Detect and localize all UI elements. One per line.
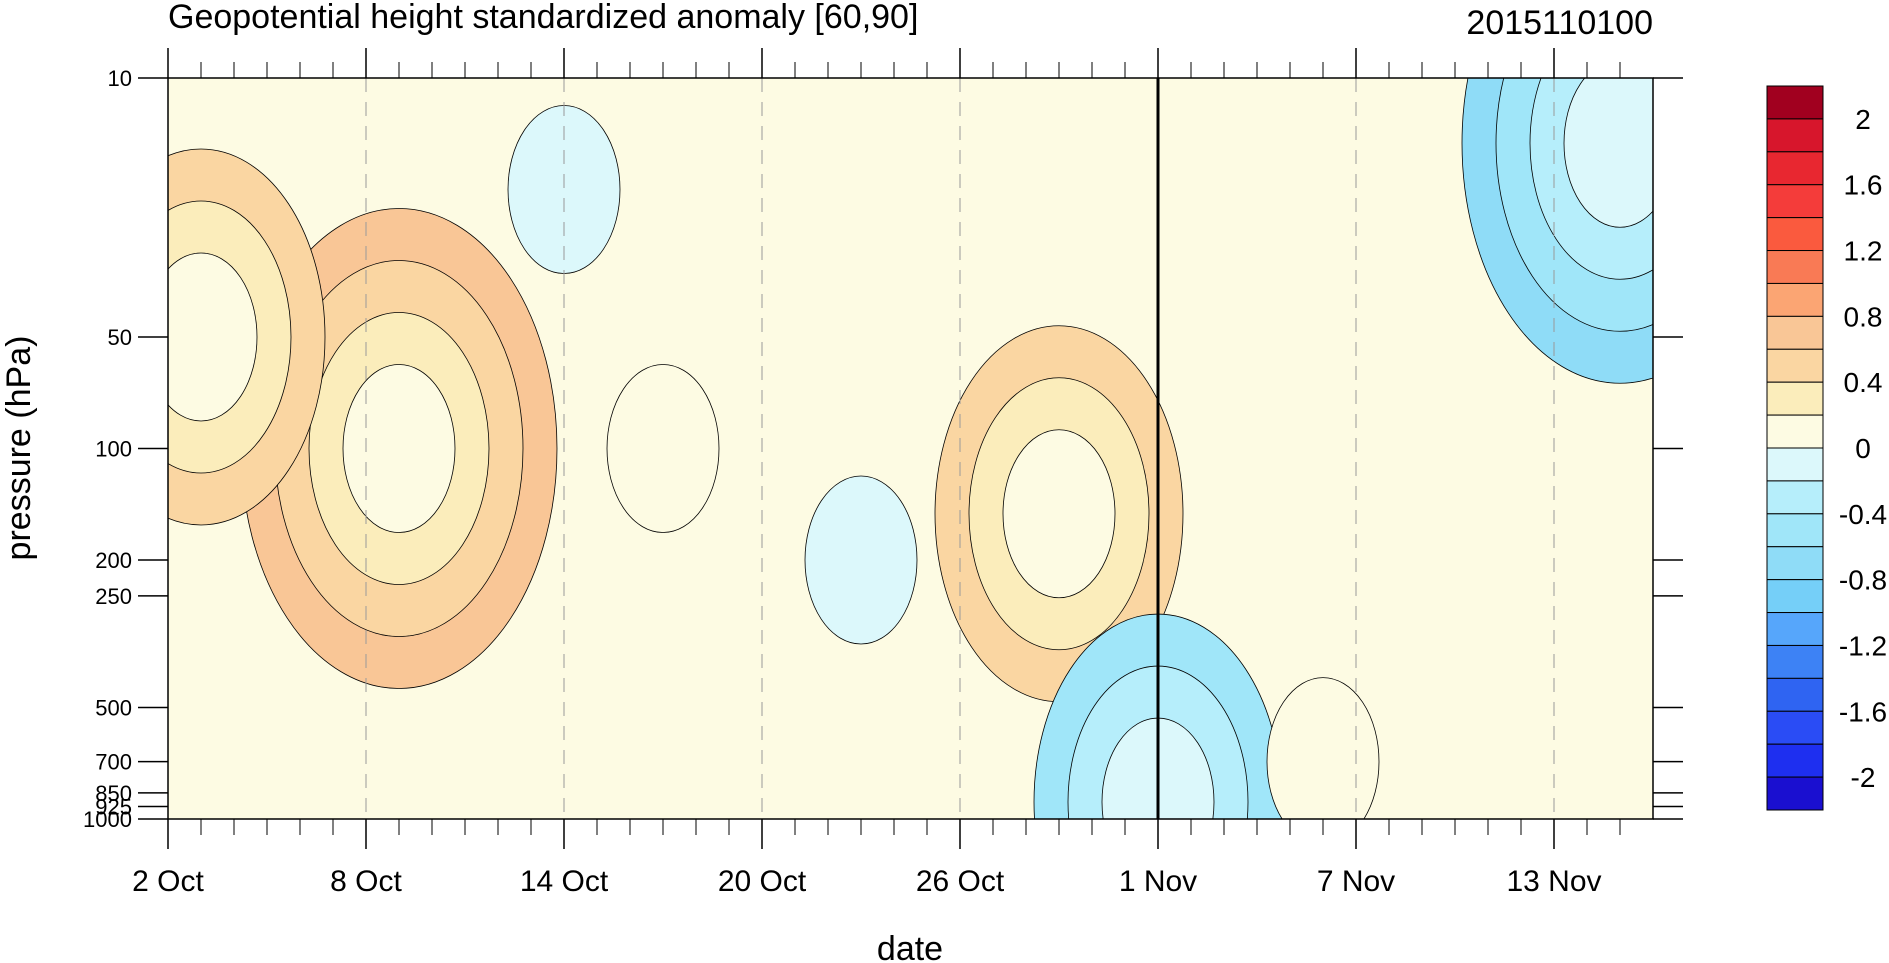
contour-region (342, 364, 456, 533)
contour-region (1266, 677, 1380, 819)
colorbar-swatch (1766, 743, 1824, 778)
colorbar-swatch (1766, 546, 1824, 581)
colorbar-swatch (1766, 480, 1824, 515)
y-tick-label: 700 (95, 750, 132, 775)
colorbar-label: 0.4 (1844, 367, 1883, 398)
colorbar-swatch (1766, 348, 1824, 383)
x-tick-label: 7 Nov (1317, 865, 1395, 898)
colorbar: 2 1.6 1.2 0.8 0.4 0 -0.4 -0.8 -1.2 -1.6 -2 (1766, 85, 1887, 811)
colorbar-label: 1.2 (1844, 236, 1883, 267)
y-tick-label: 1000 (83, 807, 132, 832)
colorbar-swatch (1766, 776, 1824, 811)
axes-layer: 2 Oct 8 Oct 14 Oct 20 Oct 26 Oct 1 Nov 7 Nov 13… (83, 48, 1683, 898)
contour-region (1002, 429, 1116, 599)
colorbar-swatch (1766, 184, 1824, 219)
colorbar-swatch (1766, 677, 1824, 712)
colorbar-swatch (1766, 381, 1824, 416)
colorbar-label: -0.8 (1839, 565, 1887, 596)
colorbar-swatch (1766, 282, 1824, 317)
x-axis-label: date (877, 930, 943, 963)
x-tick-label: 13 Nov (1506, 865, 1601, 898)
colorbar-label: -0.4 (1839, 499, 1887, 530)
colorbar-swatch (1766, 85, 1824, 120)
x-tick-label: 8 Oct (330, 865, 402, 898)
y-tick-label: 100 (95, 437, 132, 462)
y-tick-label: 925 (95, 794, 132, 819)
x-tick-label: 20 Oct (718, 865, 807, 898)
colorbar-swatch (1766, 579, 1824, 614)
contour-region (1563, 78, 1653, 228)
colorbar-swatch (1766, 612, 1824, 646)
colorbar-label: -1.6 (1839, 696, 1887, 727)
y-tick-label: 850 (95, 781, 132, 806)
y-tick-label: 200 (95, 548, 132, 573)
colorbar-swatch (1766, 315, 1824, 350)
colorbar-swatch (1766, 217, 1824, 252)
colorbar-swatch (1766, 414, 1824, 449)
colorbar-label: 0.8 (1844, 301, 1883, 332)
colorbar-label: -1.2 (1839, 630, 1887, 661)
x-tick-label: 14 Oct (520, 865, 609, 898)
x-tick-label: 2 Oct (132, 865, 204, 898)
contour-region (168, 252, 258, 422)
y-axis-label: pressure (hPa) (0, 336, 38, 561)
contour-region (804, 475, 918, 645)
x-tick-label: 1 Nov (1119, 865, 1197, 898)
anomaly-field-layer (168, 78, 1653, 819)
colorbar-swatch (1766, 513, 1824, 548)
colorbar-swatch (1766, 710, 1824, 745)
chart-title: Geopotential height standardized anomaly… (168, 0, 918, 36)
colorbar-swatch (1766, 447, 1824, 482)
y-tick-label: 500 (95, 695, 132, 720)
chart-subtitle: 2015110100 (1466, 4, 1653, 42)
colorbar-swatch (1766, 250, 1824, 284)
colorbar-label: -2 (1851, 762, 1876, 793)
plot-area (168, 78, 1653, 819)
y-tick-label: 50 (108, 325, 132, 350)
colorbar-swatch (1766, 644, 1824, 679)
colorbar-label: 1.6 (1844, 170, 1883, 201)
colorbar-swatch (1766, 118, 1824, 153)
colorbar-label: 2 (1855, 104, 1871, 135)
contour-region (606, 364, 720, 533)
x-tick-label: 26 Oct (916, 865, 1005, 898)
colorbar-label: 0 (1855, 433, 1871, 464)
colorbar-swatch (1766, 151, 1824, 186)
y-tick-label: 10 (108, 66, 132, 91)
y-tick-label: 250 (95, 584, 132, 609)
